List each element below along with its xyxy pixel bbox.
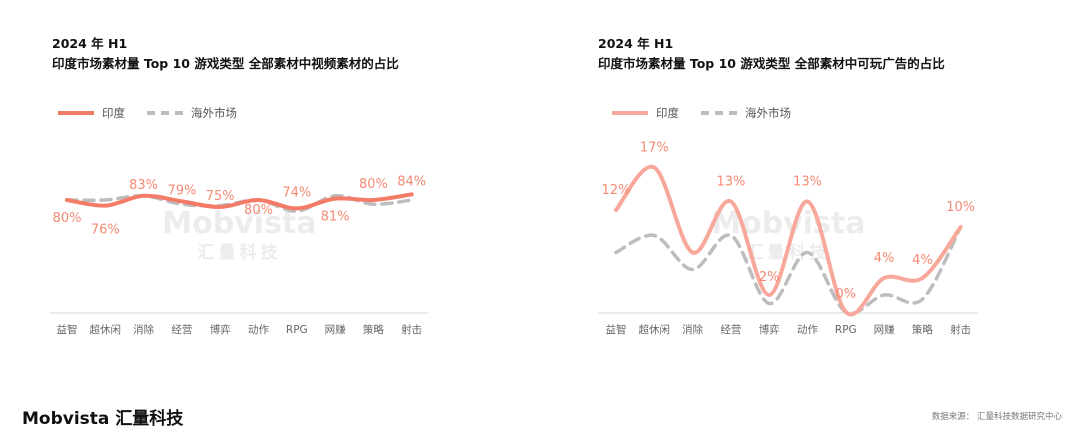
x-tick-label: 消除 <box>682 323 703 336</box>
chart2-legend: 印度 海外市场 <box>612 105 791 121</box>
x-tick-label: 益智 <box>606 323 627 336</box>
footer-brand-logo: Mobvista 汇量科技 <box>22 409 184 429</box>
data-label: 74% <box>282 185 311 200</box>
chart1-legend: 印度 海外市场 <box>58 105 237 121</box>
x-tick-label: 网赚 <box>325 323 346 336</box>
x-tick-label: 策略 <box>912 323 933 336</box>
data-label: 76% <box>91 223 120 238</box>
data-label: 80% <box>53 211 82 226</box>
x-tick-label: 超休闲 <box>639 323 671 336</box>
data-label: 79% <box>167 183 196 198</box>
legend-swatch-india <box>58 111 94 115</box>
data-label: 2% <box>759 270 780 285</box>
data-label: 80% <box>359 177 388 192</box>
x-tick-label: 动作 <box>248 324 269 336</box>
legend-label-overseas: 海外市场 <box>745 106 791 120</box>
x-tick-label: 经营 <box>171 323 192 336</box>
data-label: 13% <box>793 175 822 190</box>
chart2-title: 2024 年 H1 印度市场素材量 Top 10 游戏类型 全部素材中可玩广告的… <box>598 34 945 74</box>
chart1-title: 2024 年 H1 印度市场素材量 Top 10 游戏类型 全部素材中视频素材的… <box>52 34 399 74</box>
data-label: 4% <box>874 251 895 266</box>
data-label: 81% <box>321 210 350 225</box>
x-tick-label: 网赚 <box>874 323 895 336</box>
x-tick-label: 策略 <box>363 323 384 336</box>
chart1-title-line2: 印度市场素材量 Top 10 游戏类型 全部素材中视频素材的占比 <box>52 56 399 71</box>
x-tick-label: 射击 <box>401 323 422 336</box>
legend-swatch-overseas <box>701 111 737 115</box>
data-label: 0% <box>835 287 856 302</box>
legend-swatch-overseas <box>147 111 183 115</box>
x-tick-label: 射击 <box>950 323 971 336</box>
series-line-overseas <box>614 225 963 316</box>
x-tick-label: 超休闲 <box>90 323 122 336</box>
x-tick-label: RPG <box>835 324 857 336</box>
series-line-india <box>614 164 963 317</box>
data-label: 83% <box>129 178 158 193</box>
data-label: 10% <box>946 200 975 215</box>
watermark-logo-cn: 汇量科技 <box>197 242 281 263</box>
data-label: 13% <box>716 175 745 190</box>
legend-swatch-india <box>612 111 648 115</box>
data-label: 17% <box>640 141 669 156</box>
x-tick-label: 益智 <box>57 323 78 336</box>
chart2-title-line2: 印度市场素材量 Top 10 游戏类型 全部素材中可玩广告的占比 <box>598 56 945 71</box>
x-tick-label: 消除 <box>133 323 154 336</box>
legend-label-overseas: 海外市场 <box>191 106 237 120</box>
x-tick-label: 经营 <box>720 323 741 336</box>
x-tick-label: 动作 <box>797 324 818 336</box>
legend-label-india: 印度 <box>656 106 679 120</box>
x-tick-label: 博弈 <box>759 323 780 336</box>
watermark-logo: Mobvista <box>711 206 865 241</box>
chart2-title-line1: 2024 年 H1 <box>598 36 674 51</box>
data-label: 80% <box>244 203 273 218</box>
data-label: 75% <box>206 189 235 204</box>
data-label: 84% <box>397 174 426 189</box>
data-label: 4% <box>912 253 933 268</box>
chart1-title-line1: 2024 年 H1 <box>52 36 128 51</box>
x-tick-label: 博弈 <box>210 323 231 336</box>
data-source: 数据来源： 汇量科技数据研究中心 <box>931 412 1062 422</box>
data-label: 12% <box>602 183 631 198</box>
x-tick-label: RPG <box>286 324 308 336</box>
series-line-india <box>65 192 414 211</box>
legend-label-india: 印度 <box>102 106 125 120</box>
